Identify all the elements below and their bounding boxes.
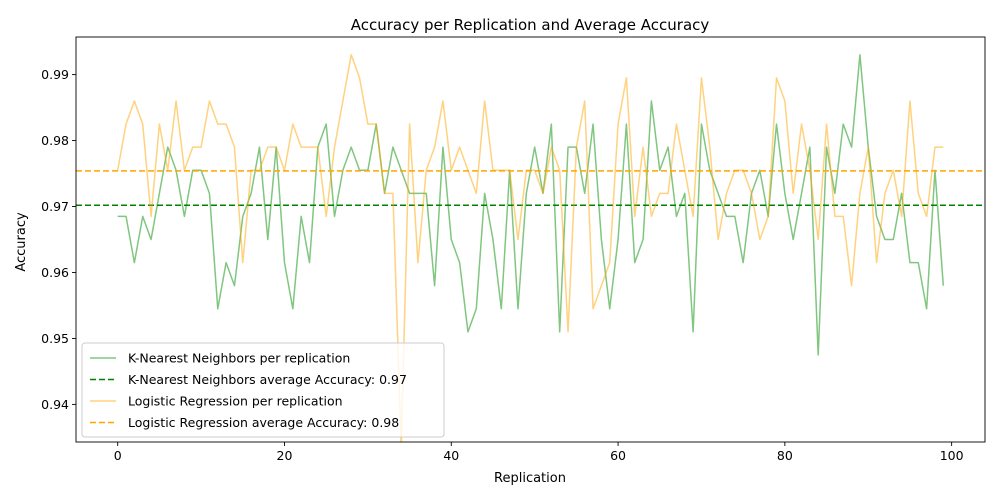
chart-title: Accuracy per Replication and Average Acc… (351, 16, 710, 34)
x-tick-label: 20 (277, 448, 293, 463)
legend-label-3: Logistic Regression average Accuracy: 0.… (128, 415, 399, 430)
x-tick-label: 0 (114, 448, 122, 463)
legend-label-0: K-Nearest Neighbors per replication (128, 351, 350, 366)
x-tick-label: 80 (777, 448, 793, 463)
y-axis-label: Accuracy (14, 212, 29, 272)
legend-box (81, 342, 445, 438)
y-tick-label: 0.96 (41, 265, 69, 280)
y-tick-label: 0.99 (41, 67, 69, 82)
x-tick-label: 60 (610, 448, 626, 463)
y-tick-label: 0.95 (41, 331, 69, 346)
x-axis-label: Replication (494, 471, 566, 486)
x-tick-label: 40 (443, 448, 459, 463)
y-tick-label: 0.98 (41, 133, 69, 148)
legend-label-2: Logistic Regression per replication (128, 394, 343, 409)
series-group (76, 54, 985, 442)
legend-label-1: K-Nearest Neighbors average Accuracy: 0.… (128, 372, 407, 387)
legend: K-Nearest Neighbors per replication K-Nea… (81, 342, 445, 438)
axes-frame (75, 36, 986, 443)
y-tick-label: 0.94 (41, 397, 69, 412)
y-tick-label: 0.97 (41, 199, 69, 214)
x-tick-label: 100 (940, 448, 964, 463)
axes: 0 20 40 60 80 100 0.94 0.95 0.96 0.97 0.98 0.99 (41, 36, 986, 463)
plot-area (76, 54, 985, 442)
